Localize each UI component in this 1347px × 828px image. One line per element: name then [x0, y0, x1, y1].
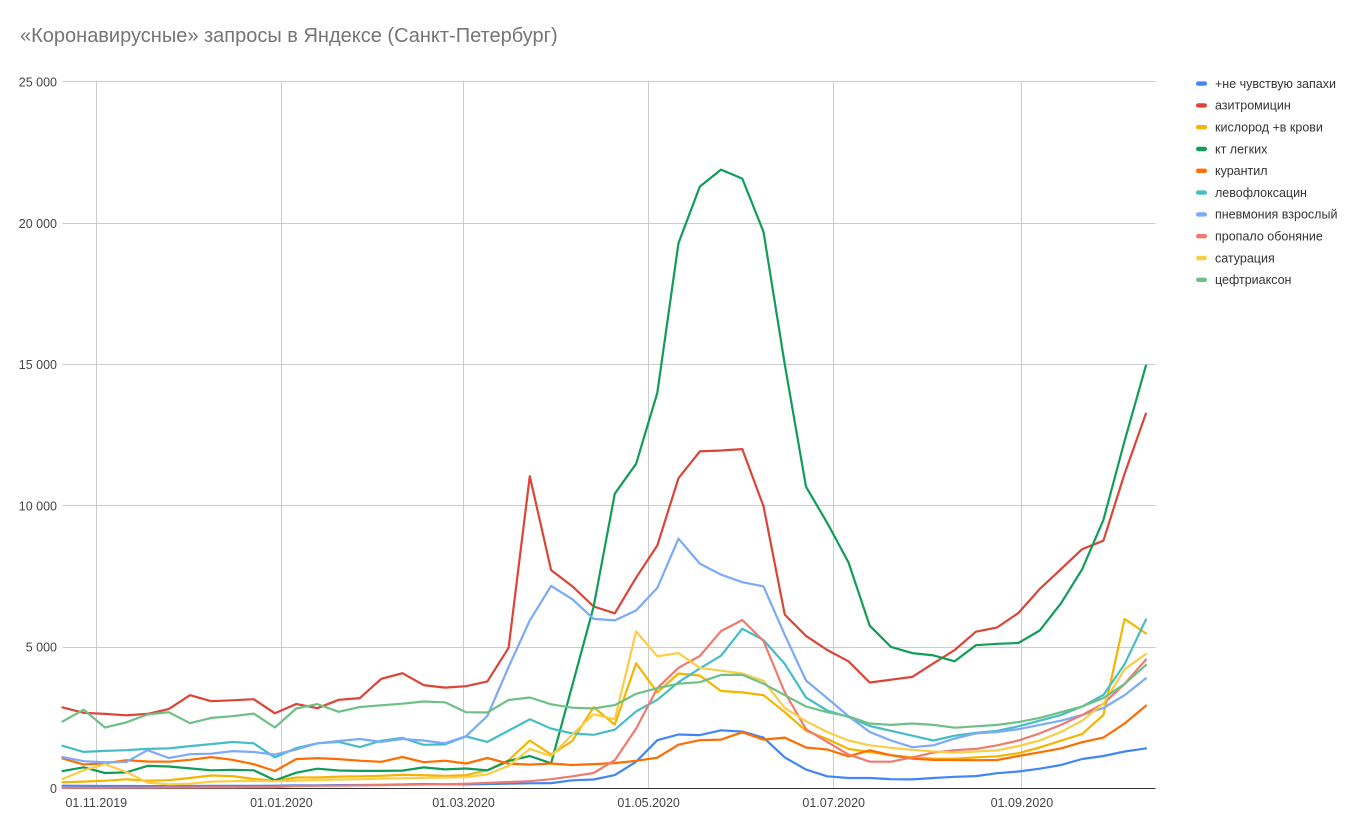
svg-text:01.09.2020: 01.09.2020	[991, 796, 1054, 810]
svg-text:пневмония взрослый: пневмония взрослый	[1215, 208, 1337, 222]
svg-text:01.05.2020: 01.05.2020	[617, 796, 680, 810]
svg-text:01.11.2019: 01.11.2019	[65, 796, 127, 810]
svg-text:25 000: 25 000	[19, 76, 57, 90]
svg-text:левофлоксацин: левофлоксацин	[1215, 186, 1307, 200]
svg-text:0: 0	[50, 782, 57, 796]
svg-text:азитромицин: азитромицин	[1215, 99, 1291, 113]
svg-text:5 000: 5 000	[26, 641, 57, 655]
svg-text:01.03.2020: 01.03.2020	[432, 796, 495, 810]
svg-text:кт легких: кт легких	[1215, 142, 1268, 156]
svg-text:курантил: курантил	[1215, 164, 1268, 178]
svg-text:01.07.2020: 01.07.2020	[802, 796, 865, 810]
svg-text:20 000: 20 000	[19, 217, 57, 231]
svg-text:15 000: 15 000	[19, 358, 57, 372]
svg-text:пропало обоняние: пропало обоняние	[1215, 230, 1323, 244]
svg-text:цефтриаксон: цефтриаксон	[1215, 273, 1292, 287]
svg-text:сатурация: сатурация	[1215, 251, 1275, 265]
svg-text:«Коронавирусные» запросы в Янд: «Коронавирусные» запросы в Яндексе (Санк…	[20, 25, 558, 47]
svg-text:01.01.2020: 01.01.2020	[250, 796, 313, 810]
svg-text:кислород +в крови: кислород +в крови	[1215, 121, 1323, 135]
svg-text:10 000: 10 000	[19, 499, 57, 513]
svg-text:+не чувствую запахи: +не чувствую запахи	[1215, 77, 1336, 91]
